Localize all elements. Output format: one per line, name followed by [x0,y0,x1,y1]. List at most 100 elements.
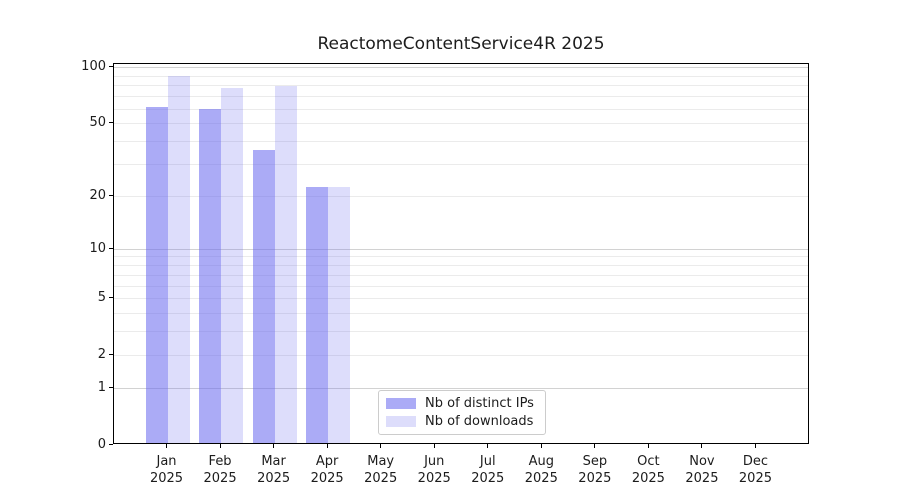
month-label: Oct [637,454,660,469]
y-tick-2 [109,353,113,355]
y-tick-label-50: 50 [89,115,106,131]
y-tick-label-20: 20 [89,187,106,203]
gridline-minor-4 [114,313,808,314]
year-label: 2025 [578,471,612,486]
gridline-minor-5 [114,298,808,300]
year-label: 2025 [417,471,451,486]
legend-label-downloads: Nb of downloads [425,414,534,429]
gridline-minor-3 [114,331,808,333]
gridline-minor-2 [114,354,808,356]
y-tick-label-1: 1 [97,379,106,395]
x-tick-sep [594,444,596,448]
gridline-major-10 [114,248,808,250]
y-tick-label-5: 5 [97,290,106,306]
x-tick-aug [540,444,542,448]
x-tick-label-jun: Jun 2025 [404,453,464,487]
bar-distinct-ips-mar [252,150,275,443]
bar-downloads-jan [167,76,190,443]
x-tick-may [380,444,382,448]
year-label: 2025 [149,471,184,486]
month-label: May [367,454,395,469]
y-tick-label-100: 100 [81,59,106,75]
y-tick-5 [109,297,113,299]
y-tick-50 [109,122,113,124]
x-tick-feb [219,444,221,448]
bar-downloads-mar [274,86,297,443]
bar-downloads-feb [221,88,244,443]
month-label: Apr [315,454,339,469]
x-tick-label-dec: Dec 2025 [725,453,785,487]
y-tick-label-2: 2 [97,346,106,362]
x-tick-label-feb: Feb 2025 [190,453,250,487]
gridline-major-1 [114,387,808,389]
gridline-minor-9 [114,256,808,258]
gridline-minor-40 [114,141,808,143]
y-tick-label-10: 10 [89,240,106,256]
x-tick-label-apr: Apr 2025 [297,453,357,487]
gridline-major-100 [114,67,808,69]
y-tick-100 [109,66,113,68]
gridline-minor-70 [114,96,808,98]
x-tick-label-mar: Mar 2025 [244,453,304,487]
x-tick-label-nov: Nov 2025 [672,453,732,487]
month-label: Jan [156,454,177,469]
month-label: Aug [528,454,554,469]
x-tick-label-sep: Sep 2025 [565,453,625,487]
month-label: Nov [689,454,715,469]
legend-swatch-downloads [386,416,416,427]
x-tick-label-aug: Aug 2025 [511,453,571,487]
bar-distinct-ips-apr [306,186,329,443]
x-tick-label-jan: Jan 2025 [137,453,197,487]
gridline-minor-6 [114,285,808,287]
year-label: 2025 [364,471,398,486]
legend-item-downloads: Nb of downloads [386,414,545,429]
month-label: Feb [208,454,232,469]
x-tick-label-jul: Jul 2025 [458,453,518,487]
gridline-minor-30 [114,163,808,165]
gridline-minor-60 [114,108,808,110]
year-label: 2025 [738,471,772,486]
gridline-minor-7 [114,274,808,276]
gridline-minor-80 [114,85,808,87]
x-tick-jan [166,444,168,448]
month-label: Dec [742,454,769,469]
month-label: Mar [261,454,286,469]
gridline-minor-8 [114,264,808,266]
year-label: 2025 [257,471,291,486]
legend-swatch-distinct-ips [386,398,416,409]
gridline-minor-50 [114,123,808,125]
legend-label-distinct-ips: Nb of distinct IPs [425,396,534,411]
year-label: 2025 [685,471,719,486]
gridline-minor-90 [114,75,808,77]
bar-downloads-apr [328,186,351,443]
x-tick-apr [326,444,328,448]
y-tick-label-0: 0 [97,436,106,452]
year-label: 2025 [471,471,505,486]
x-tick-mar [273,444,275,448]
x-tick-label-may: May 2025 [351,453,411,487]
y-tick-20 [109,194,113,196]
x-tick-jun [433,444,435,448]
y-tick-1 [109,386,113,388]
year-label: 2025 [524,471,558,486]
x-tick-jul [487,444,489,448]
y-tick-10 [109,247,113,249]
x-tick-label-oct: Oct 2025 [618,453,678,487]
x-tick-dec [754,444,756,448]
month-label: Jun [424,454,445,469]
bar-distinct-ips-feb [199,108,222,443]
month-label: Sep [582,454,608,469]
gridline-minor-20 [114,195,808,197]
x-tick-oct [647,444,649,448]
y-tick-0 [109,443,113,445]
month-label: Jul [479,454,496,469]
year-label: 2025 [310,471,344,486]
legend: Nb of distinct IPs Nb of downloads [378,390,546,435]
x-tick-nov [701,444,703,448]
chart-title: ReactomeContentService4R 2025 [317,34,605,54]
year-label: 2025 [203,471,237,486]
plot-area: Nb of distinct IPs Nb of downloads [113,63,809,444]
year-label: 2025 [631,471,665,486]
legend-item-distinct-ips: Nb of distinct IPs [386,396,545,411]
